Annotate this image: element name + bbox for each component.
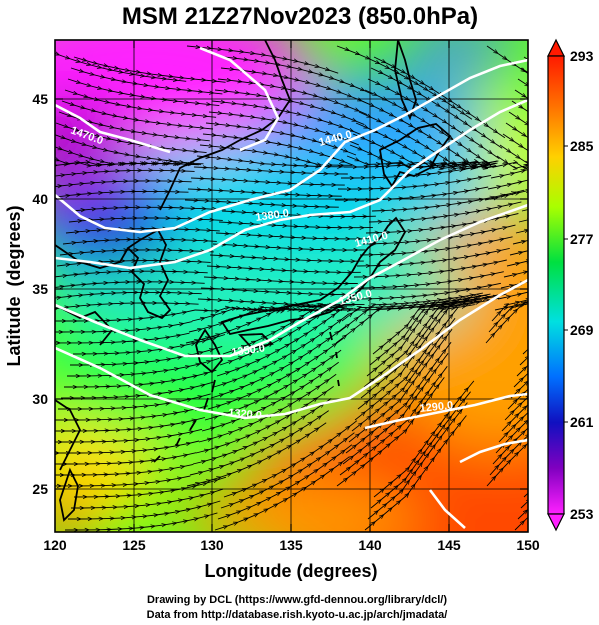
streamline xyxy=(212,244,367,250)
y-tick-label: 30 xyxy=(32,391,48,407)
streamline xyxy=(206,266,361,272)
streamline xyxy=(55,303,199,310)
streamline xyxy=(55,271,208,277)
y-tick-label: 45 xyxy=(32,91,48,107)
streamline xyxy=(485,276,528,344)
y-tick-label: 40 xyxy=(32,191,48,207)
streamline xyxy=(215,233,370,239)
contour-label: 1350.0 xyxy=(231,342,266,359)
streamline xyxy=(55,162,198,167)
streamline xyxy=(502,133,528,166)
streamline xyxy=(71,207,226,211)
contour-label: 1290.0 xyxy=(419,400,454,415)
streamline xyxy=(187,189,342,196)
streamline xyxy=(65,229,220,233)
colorbar: 293 285 277 269 261 253 xyxy=(547,38,594,532)
streamline xyxy=(55,181,192,189)
contour-label: 1380.0 xyxy=(255,207,290,224)
credit-drawing: Drawing by DCL (https://www.gfd-dennou.o… xyxy=(147,594,447,606)
y-tick-label: 25 xyxy=(32,481,48,497)
x-tick-label: 120 xyxy=(43,537,67,553)
streamline xyxy=(486,45,528,122)
streamline xyxy=(55,309,196,321)
streamline xyxy=(59,250,214,255)
x-tick-label: 135 xyxy=(279,537,303,553)
streamline xyxy=(55,170,195,178)
x-tick-label: 130 xyxy=(200,537,224,553)
streamline xyxy=(221,211,376,217)
x-tick-label: 150 xyxy=(516,537,540,553)
streamline xyxy=(55,191,189,200)
coastlines xyxy=(55,40,452,522)
colorbar-label: 277 xyxy=(570,231,594,247)
credit-data: Data from http://database.rish.kyoto-u.a… xyxy=(147,609,448,621)
x-tick-label: 125 xyxy=(122,537,146,553)
x-tick-label: 145 xyxy=(437,537,461,553)
streamline xyxy=(364,415,467,531)
y-tick-label: 35 xyxy=(32,281,48,297)
wind-streamlines xyxy=(55,45,528,531)
map-title: MSM 21Z27Nov2023 (850.0hPa) xyxy=(122,3,478,30)
streamline xyxy=(214,456,350,531)
y-axis-label: Latitude (degrees) xyxy=(4,205,24,366)
streamline xyxy=(190,178,345,185)
colorbar-label: 253 xyxy=(570,506,594,522)
contour-label: 1320.0 xyxy=(228,407,263,422)
streamline xyxy=(55,452,197,464)
streamline xyxy=(209,255,364,261)
colorbar-label: 285 xyxy=(570,138,594,154)
colorbar-label: 261 xyxy=(570,414,594,430)
streamline xyxy=(193,167,348,174)
streamline xyxy=(55,282,205,288)
colorbar-label: 293 xyxy=(570,48,594,64)
streamline xyxy=(486,387,528,487)
streamline xyxy=(184,200,339,207)
streamline xyxy=(55,440,200,453)
x-tick-label: 140 xyxy=(358,537,382,553)
streamline xyxy=(55,463,194,475)
streamline xyxy=(65,512,218,530)
streamline xyxy=(218,222,373,228)
streamline xyxy=(203,277,358,284)
x-tick-labels: 120 125 130 135 140 145 150 xyxy=(43,537,540,553)
axis-ticks xyxy=(55,40,528,532)
y-tick-labels: 25 30 35 40 45 xyxy=(32,91,48,497)
height-contours xyxy=(55,46,528,529)
x-axis-label: Longitude (degrees) xyxy=(204,561,377,581)
streamline xyxy=(55,292,202,299)
colorbar-label: 269 xyxy=(570,322,594,338)
